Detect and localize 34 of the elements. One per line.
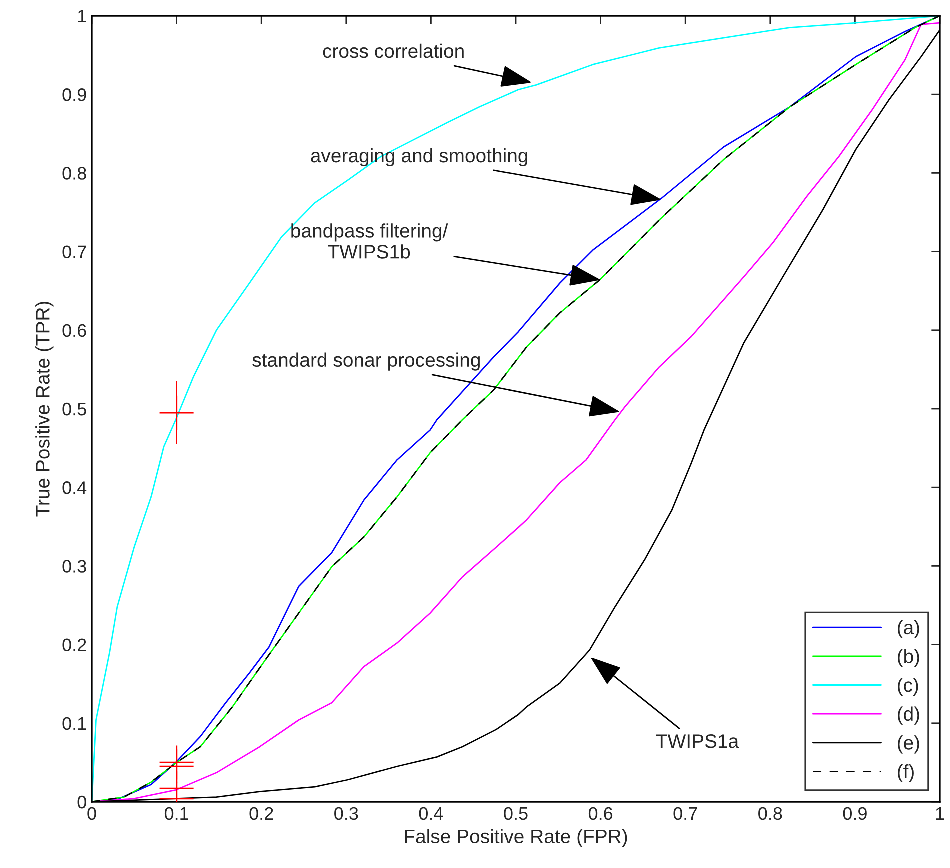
y-tick-label: 0.2 (62, 638, 86, 652)
y-tick-label: 0.4 (62, 482, 87, 494)
y-tick-label: 0.7 (62, 246, 86, 259)
x-tick-label: 0.9 (843, 807, 867, 820)
annotation: TWIPS1a (656, 734, 740, 748)
y-tick-label: 0.9 (62, 88, 86, 102)
x-tick-label: 0.5 (504, 807, 528, 820)
y-tick-label: 0.5 (62, 402, 86, 416)
y-tick-label: 0.6 (62, 324, 86, 338)
x-tick-label: 0 (88, 807, 96, 820)
x-tick-label: 0.7 (674, 807, 698, 820)
x-tick-label: 0.1 (164, 807, 188, 820)
annotation: bandpass filtering/ TWIPS1b (292, 224, 448, 259)
legend-label: (c) (898, 678, 918, 696)
x-tick-label: 1 (936, 808, 944, 820)
annotation: standard sonar processing (252, 352, 480, 371)
y-tick-label: 0.8 (62, 167, 86, 180)
y-axis-title: True Positive Rate (TPR) (36, 302, 54, 517)
y-tick-label: 0.3 (62, 560, 86, 573)
legend-label: (e) (898, 736, 920, 754)
legend-label: (b) (898, 649, 920, 668)
y-tick-label: 0.1 (62, 717, 86, 730)
x-tick-label: 0.4 (419, 807, 444, 820)
x-tick-label: 0.8 (758, 807, 782, 820)
x-tick-label: 0.3 (334, 807, 358, 820)
legend-label: (a) (898, 620, 920, 638)
legend-label: (d) (898, 706, 920, 725)
x-tick-label: 0.2 (250, 807, 274, 820)
y-tick-label: 0 (78, 796, 86, 809)
annotation: cross correlation (323, 44, 464, 58)
x-axis-title: False Positive Rate (FPR) (405, 829, 628, 848)
x-tick-label: 0.6 (588, 807, 613, 820)
legend-label: (f) (898, 764, 914, 783)
y-tick-label: 1 (78, 10, 86, 23)
